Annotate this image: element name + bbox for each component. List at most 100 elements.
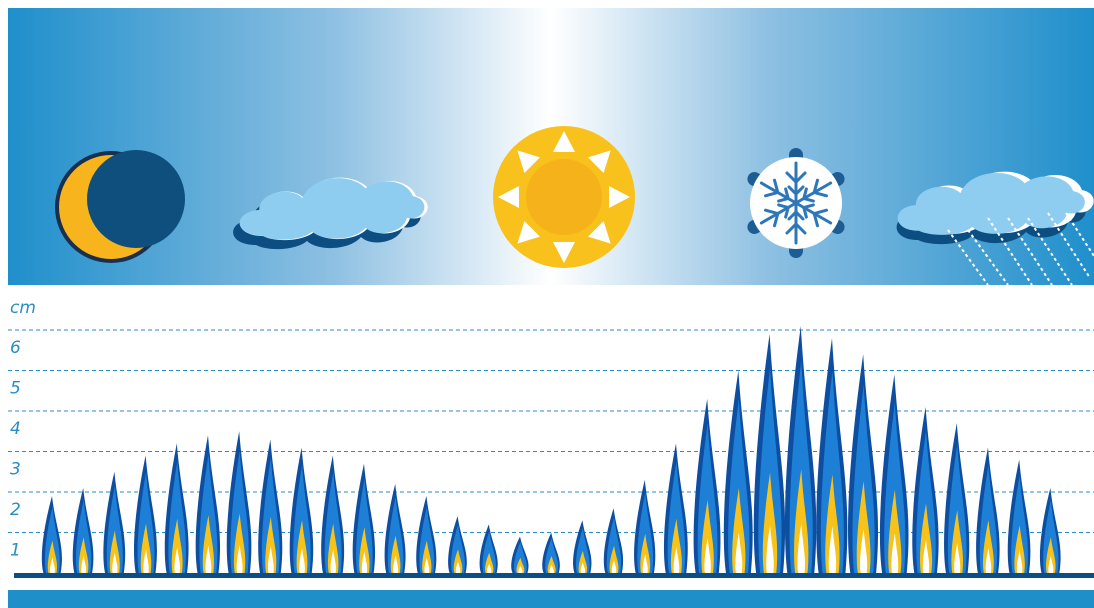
flame-core bbox=[922, 539, 930, 573]
flame-core bbox=[487, 563, 492, 573]
flame-mid bbox=[199, 454, 218, 573]
flame-mid bbox=[482, 531, 496, 573]
flame-core bbox=[860, 529, 868, 573]
flame-mid bbox=[545, 538, 559, 573]
flame-mid bbox=[758, 367, 782, 573]
flame-core bbox=[828, 526, 837, 573]
flame-mid bbox=[575, 527, 590, 573]
flame-bar bbox=[944, 423, 970, 573]
flame-bar bbox=[103, 471, 126, 573]
flame-inner bbox=[422, 540, 432, 573]
flame-mid bbox=[356, 478, 373, 573]
flame-mid bbox=[606, 517, 622, 573]
flame-core bbox=[1016, 550, 1023, 573]
y-tick-label: 1 bbox=[10, 541, 21, 561]
flame-bar bbox=[634, 479, 656, 573]
flame-core bbox=[766, 525, 774, 573]
flame-bar bbox=[784, 325, 817, 573]
flame-mid bbox=[293, 465, 311, 573]
flame-mid bbox=[137, 471, 155, 573]
flame-core bbox=[704, 538, 711, 573]
flame-chart: cm 1 2 3 4 5 6 bbox=[8, 298, 1094, 578]
flame-core bbox=[611, 560, 617, 573]
flame-inner bbox=[47, 540, 58, 573]
flame-mid bbox=[916, 430, 936, 573]
flame-bar bbox=[912, 406, 939, 573]
flame-inner bbox=[640, 533, 651, 573]
flame-inner bbox=[825, 474, 840, 573]
flame-mid bbox=[728, 398, 750, 573]
flame-core bbox=[174, 547, 181, 573]
flame-core bbox=[673, 547, 680, 573]
flame-core bbox=[81, 555, 87, 573]
flame-bar bbox=[573, 520, 592, 573]
flame-core bbox=[549, 564, 554, 573]
flame-inner bbox=[516, 557, 525, 573]
flame-inner bbox=[856, 481, 871, 573]
flame-core bbox=[50, 557, 55, 573]
flame-mid bbox=[106, 485, 123, 573]
flame-inner bbox=[202, 515, 215, 573]
flame-core bbox=[954, 543, 961, 573]
flame-core bbox=[267, 546, 274, 573]
flame-inner bbox=[171, 518, 183, 573]
flame-bar bbox=[164, 443, 189, 573]
flame-core bbox=[891, 533, 899, 573]
flame-mid bbox=[667, 461, 686, 573]
flame-bar bbox=[511, 536, 529, 573]
flame-core bbox=[143, 549, 149, 573]
y-tick-label: 6 bbox=[10, 338, 21, 358]
flame-inner bbox=[359, 527, 370, 573]
flame-bar bbox=[848, 354, 879, 573]
flame-inner bbox=[701, 499, 714, 573]
flame-mid bbox=[261, 458, 280, 573]
cloud-icon bbox=[233, 177, 428, 250]
flame-bar bbox=[479, 524, 498, 573]
flame-inner bbox=[265, 516, 277, 573]
snowflake-icon bbox=[747, 148, 845, 258]
flame-inner bbox=[732, 487, 746, 573]
y-tick-label: 3 bbox=[10, 460, 21, 480]
flame-core bbox=[330, 549, 337, 573]
flame-core bbox=[797, 523, 806, 573]
flame-inner bbox=[670, 518, 682, 573]
y-tick-label: 2 bbox=[10, 500, 21, 520]
flame-mid bbox=[1011, 475, 1028, 573]
flame-core bbox=[299, 547, 305, 573]
flame-inner bbox=[794, 469, 809, 573]
flame-bar bbox=[258, 439, 283, 573]
flame-inner bbox=[1014, 525, 1025, 573]
flame-core bbox=[642, 554, 648, 573]
flame-inner bbox=[78, 537, 89, 573]
flame-mid bbox=[697, 423, 718, 573]
flame-mid bbox=[820, 370, 844, 573]
flame-bar bbox=[41, 496, 62, 573]
flame-bar bbox=[693, 398, 721, 573]
flame-bar bbox=[289, 447, 314, 573]
flame-inner bbox=[919, 503, 933, 573]
flame-bar bbox=[448, 516, 467, 573]
sun-icon bbox=[493, 126, 635, 268]
flame-inner bbox=[327, 523, 339, 573]
footer-bar bbox=[8, 590, 1094, 608]
flame-inner bbox=[1046, 537, 1056, 573]
flame-core bbox=[424, 557, 430, 573]
flame-core bbox=[393, 555, 399, 573]
flame-mid bbox=[419, 506, 435, 573]
y-tick-label: 5 bbox=[10, 379, 21, 399]
flame-mid bbox=[514, 541, 527, 573]
flame-mid bbox=[387, 496, 404, 573]
flame-bar bbox=[352, 463, 376, 573]
flame-mid bbox=[789, 360, 813, 573]
flame-bar bbox=[72, 487, 94, 573]
flame-inner bbox=[547, 555, 556, 573]
flame-bar bbox=[226, 431, 252, 573]
flame-core bbox=[1048, 555, 1054, 573]
flame-core bbox=[518, 565, 523, 573]
flame-inner bbox=[951, 510, 964, 573]
flame-mid bbox=[168, 461, 187, 573]
flame-core bbox=[112, 552, 118, 573]
flame-bar bbox=[603, 508, 624, 573]
flame-inner bbox=[296, 520, 308, 573]
flame-mid bbox=[44, 506, 60, 573]
